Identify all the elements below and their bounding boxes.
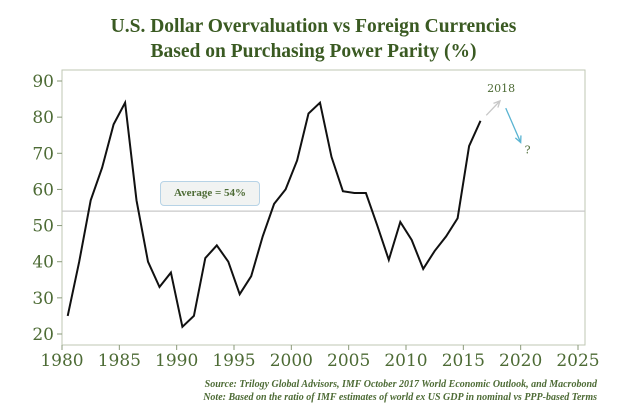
y-tick-label: 70 [32, 144, 54, 164]
y-tick-label: 40 [32, 253, 54, 273]
source-footnote: Source: Trilogy Global Advisors, IMF Oct… [204, 379, 597, 390]
x-tick-label: 2015 [442, 351, 485, 371]
chart-subtitle: Based on Purchasing Power Parity (%) [150, 41, 477, 62]
x-tick-label: 2000 [270, 351, 313, 371]
x-tick-label: 1980 [40, 351, 83, 371]
x-tick-label: 1995 [212, 351, 255, 371]
annotations-group: 2018? [485, 82, 531, 156]
annotation-label: 2018 [487, 82, 515, 95]
projection-up-arrow [485, 100, 501, 116]
y-tick-label: 20 [32, 325, 54, 345]
x-tick-label: 2020 [499, 351, 542, 371]
annotation-label: ? [525, 143, 531, 156]
x-tick-label: 2025 [556, 351, 599, 371]
x-tick-label: 1985 [98, 351, 141, 371]
x-tick-label: 1990 [155, 351, 198, 371]
axes: 20 30 40 50 60 70 80 90 1980 1985 1990 1995 2000 2005… [32, 69, 600, 371]
series-line [66, 99, 482, 329]
y-tick-label: 90 [32, 72, 54, 92]
note-footnote: Note: Based on the ratio of IMF estimate… [203, 392, 597, 403]
chart-title: U.S. Dollar Overvaluation vs Foreign Cur… [110, 16, 517, 37]
series-group [66, 99, 482, 329]
y-tick-label: 30 [32, 289, 54, 309]
y-tick-label: 60 [32, 180, 54, 200]
x-tick-label: 2010 [384, 351, 427, 371]
projection-up-arrow-head [493, 99, 502, 108]
projection-down-arrow [505, 107, 522, 143]
y-tick-label: 50 [32, 217, 54, 237]
y-tick-label: 80 [32, 108, 54, 128]
x-tick-label: 2005 [327, 351, 370, 371]
plot-frame [61, 69, 586, 346]
projection-down-arrow-head [514, 135, 522, 144]
average-label: Average = 54% [160, 181, 260, 206]
